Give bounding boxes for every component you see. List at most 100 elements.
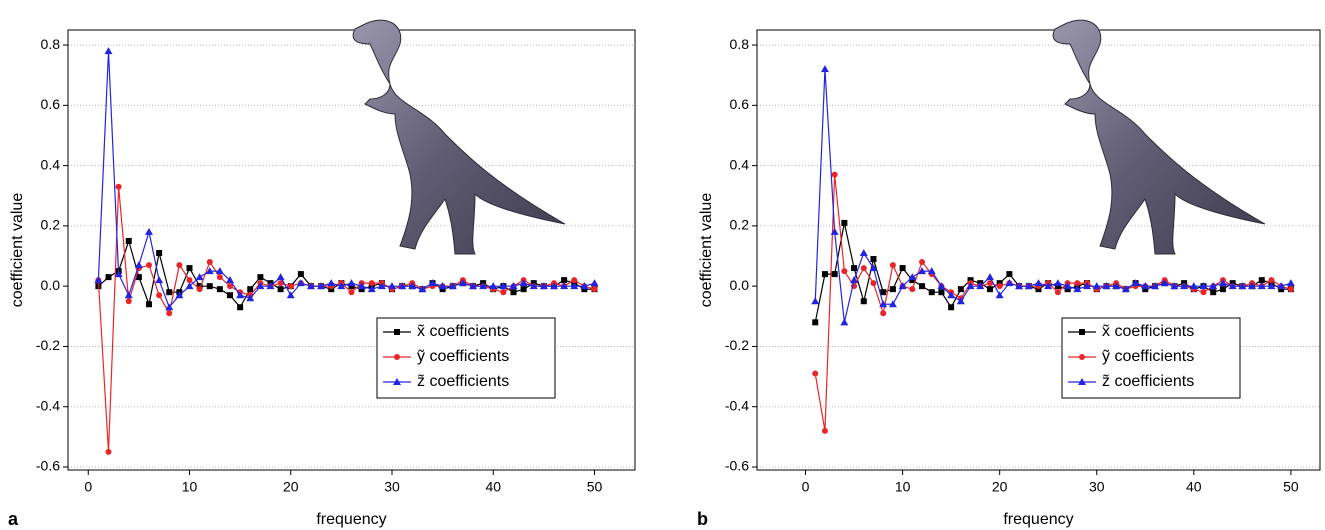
marker: [296, 279, 305, 287]
marker: [927, 267, 936, 275]
marker: [134, 261, 143, 269]
marker: [909, 277, 916, 284]
y-tick-label: -0.6: [725, 458, 749, 474]
marker: [489, 282, 498, 290]
legend-box: [376, 317, 556, 399]
marker: [581, 286, 588, 293]
marker: [377, 282, 386, 290]
marker: [1005, 279, 1014, 287]
marker: [105, 274, 112, 281]
marker: [1141, 282, 1150, 290]
y-axis-label: coefficient value: [698, 193, 715, 308]
marker: [571, 277, 578, 284]
marker: [590, 279, 599, 287]
marker: [439, 286, 446, 293]
marker: [206, 259, 213, 266]
y-tick-label: 0.4: [730, 156, 750, 172]
marker: [1150, 282, 1159, 290]
marker: [812, 319, 819, 326]
plot-frame: [67, 29, 636, 471]
marker: [812, 370, 819, 377]
marker: [1267, 282, 1276, 290]
marker: [175, 291, 184, 299]
marker: [104, 47, 113, 55]
marker: [1024, 282, 1033, 290]
legend-label: z̃ coefficients: [417, 373, 509, 390]
marker: [176, 262, 183, 269]
marker: [1142, 286, 1149, 293]
marker: [529, 282, 538, 290]
marker: [1287, 286, 1294, 293]
marker: [1199, 282, 1208, 290]
marker: [1286, 279, 1295, 287]
y-tick-label: 0.8: [41, 36, 61, 52]
marker: [196, 283, 203, 290]
marker: [1257, 282, 1266, 290]
panel: -0.6 -0.4 -0.2 0.0 0.2 0.4 0.6 0.8 0 10 20 30 40 50 x̃…: [8, 19, 636, 529]
marker: [1079, 354, 1085, 360]
marker: [236, 291, 245, 299]
marker: [286, 291, 295, 299]
x-tick-label: 0: [84, 479, 92, 495]
marker: [165, 303, 174, 311]
marker: [227, 283, 233, 290]
marker: [1200, 289, 1207, 296]
marker: [851, 265, 858, 272]
dinosaur-model: [1052, 19, 1266, 255]
marker: [1053, 279, 1062, 287]
marker: [947, 291, 956, 299]
marker: [246, 294, 255, 302]
marker: [996, 283, 1003, 290]
marker: [358, 286, 365, 293]
marker: [186, 277, 193, 284]
marker: [1180, 282, 1189, 290]
marker: [850, 276, 859, 284]
marker: [186, 265, 193, 272]
marker: [105, 448, 112, 455]
marker: [277, 286, 284, 293]
y-tick-label: 0.6: [41, 96, 61, 112]
y-tick-label: -0.2: [725, 337, 749, 353]
marker: [1074, 280, 1081, 287]
marker: [1054, 283, 1061, 290]
x-tick-label: 20: [283, 479, 299, 495]
marker: [1189, 282, 1198, 290]
marker: [227, 292, 233, 299]
marker: [1112, 282, 1121, 290]
marker: [458, 279, 467, 287]
x-tick-label: 30: [1089, 479, 1105, 495]
marker: [124, 291, 133, 299]
marker: [1209, 282, 1218, 290]
marker: [205, 267, 214, 275]
marker: [347, 279, 356, 287]
marker: [870, 256, 877, 263]
marker: [266, 282, 275, 290]
legend-label: x̃ coefficients: [1102, 323, 1194, 340]
y-tick-label: 0.2: [730, 217, 750, 233]
marker: [348, 283, 355, 290]
marker: [1210, 289, 1217, 296]
marker: [1102, 282, 1111, 290]
y-tick-label: -0.2: [36, 337, 60, 353]
panel: -0.6 -0.4 -0.2 0.0 0.2 0.4 0.6 0.8 0 10 20 30 40 50 x̃…: [697, 19, 1321, 529]
x-tick-label: 30: [384, 479, 400, 495]
marker: [146, 262, 152, 269]
series-line: [814, 222, 1291, 323]
legend-label: ỹ coefficients: [417, 348, 509, 365]
marker: [1083, 282, 1092, 290]
marker: [560, 282, 569, 290]
marker: [976, 282, 985, 290]
marker: [1258, 277, 1265, 284]
marker: [393, 378, 401, 385]
marker: [94, 276, 103, 284]
marker: [135, 274, 142, 281]
legend-label: x̃ coefficients: [417, 323, 509, 340]
marker: [438, 282, 447, 290]
marker: [831, 271, 838, 278]
marker: [1228, 282, 1237, 290]
x-tick-label: 40: [1186, 479, 1202, 495]
marker: [206, 283, 213, 290]
marker: [226, 276, 234, 284]
x-tick-label: 50: [1283, 479, 1299, 495]
